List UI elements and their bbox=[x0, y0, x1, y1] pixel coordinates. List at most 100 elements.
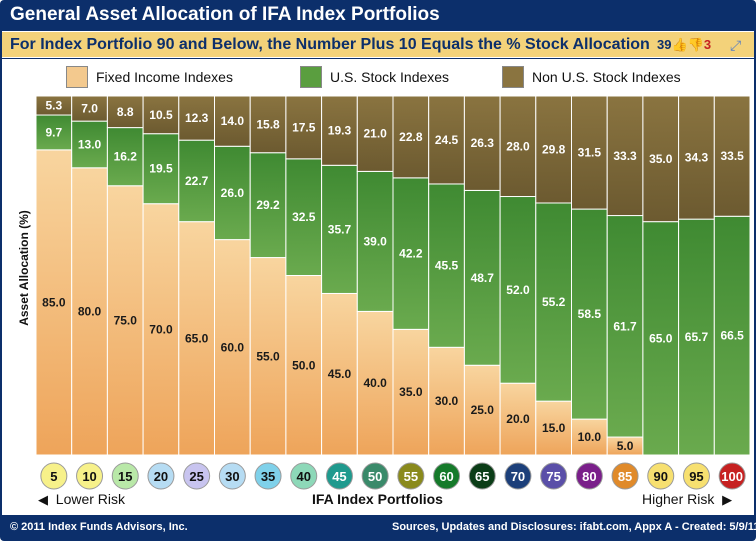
bar-non-us-stock-90 bbox=[642, 95, 680, 223]
data-label-us-stock-20: 19.5 bbox=[149, 162, 173, 176]
bar-us-stock-20 bbox=[142, 133, 180, 205]
chart-subtitle: For Index Portfolio 90 and Below, the Nu… bbox=[10, 36, 650, 53]
x-tick-label-40: 40 bbox=[297, 469, 311, 484]
bar-non-us-stock-95 bbox=[678, 95, 715, 220]
bar-us-stock-45 bbox=[321, 164, 358, 294]
portfolio-badge-55[interactable] bbox=[397, 462, 425, 490]
x-tick-label-10: 10 bbox=[82, 469, 96, 484]
portfolio-badge-65[interactable] bbox=[468, 462, 496, 490]
portfolio-badge-5[interactable] bbox=[40, 462, 68, 490]
portfolio-badge-30[interactable] bbox=[218, 462, 246, 490]
legend-swatch-non-us-stock bbox=[502, 66, 524, 88]
bar-non-us-stock-100 bbox=[713, 95, 751, 217]
portfolio-badge-50[interactable] bbox=[361, 462, 389, 490]
data-label-us-stock-30: 26.0 bbox=[221, 186, 245, 200]
data-label-fixed-income-65: 25.0 bbox=[471, 403, 495, 417]
portfolio-badge-35[interactable] bbox=[254, 462, 282, 490]
sources-footer[interactable]: Sources, Updates and Disclosures: ifabt.… bbox=[392, 521, 756, 533]
data-label-non-us-stock-30: 14.0 bbox=[221, 114, 245, 128]
copyright-footer: © 2011 Index Funds Advisors, Inc. bbox=[10, 521, 188, 533]
data-label-us-stock-5: 9.7 bbox=[46, 125, 63, 139]
portfolio-badge-40[interactable] bbox=[290, 462, 318, 490]
bar-us-stock-90 bbox=[642, 221, 680, 456]
x-axis-label: IFA Index Portfolios bbox=[312, 491, 443, 507]
data-label-us-stock-25: 22.7 bbox=[185, 174, 209, 188]
thumbs-up-icon[interactable]: 👍 bbox=[671, 37, 688, 52]
bar-fixed-income-35 bbox=[249, 257, 287, 456]
x-tick-label-55: 55 bbox=[404, 469, 418, 484]
thumbs-down-count: 3 bbox=[703, 37, 712, 52]
x-tick-label-50: 50 bbox=[368, 469, 382, 484]
bar-non-us-stock-65 bbox=[463, 95, 501, 191]
data-label-non-us-stock-35: 15.8 bbox=[256, 117, 280, 131]
portfolio-badge-85[interactable] bbox=[611, 462, 639, 490]
portfolio-badge-15[interactable] bbox=[111, 462, 139, 490]
data-label-non-us-stock-45: 19.3 bbox=[328, 124, 352, 138]
portfolio-badge-80[interactable] bbox=[575, 462, 603, 490]
data-label-non-us-stock-25: 12.3 bbox=[185, 111, 209, 125]
x-tick-label-30: 30 bbox=[225, 469, 239, 484]
data-label-fixed-income-50: 40.0 bbox=[363, 376, 387, 390]
higher-risk-label: Higher Risk ▶ bbox=[642, 491, 732, 508]
legend: Fixed Income Indexes U.S. Stock Indexes … bbox=[2, 59, 754, 95]
data-label-non-us-stock-75: 29.8 bbox=[542, 142, 566, 156]
data-label-non-us-stock-80: 31.5 bbox=[578, 146, 602, 160]
portfolio-badge-70[interactable] bbox=[504, 462, 532, 490]
data-label-us-stock-90: 65.0 bbox=[649, 331, 673, 345]
data-label-fixed-income-30: 60.0 bbox=[221, 340, 245, 354]
bar-fixed-income-70 bbox=[499, 382, 537, 456]
data-label-fixed-income-15: 75.0 bbox=[114, 313, 138, 327]
data-label-fixed-income-85: 5.0 bbox=[617, 439, 634, 453]
portfolio-badge-20[interactable] bbox=[147, 462, 175, 490]
bar-non-us-stock-55 bbox=[392, 95, 430, 179]
vote-counter: 39👍👎3 bbox=[657, 37, 711, 53]
portfolio-badge-25[interactable] bbox=[183, 462, 211, 490]
bar-non-us-stock-80 bbox=[571, 95, 608, 210]
legend-swatch-us-stock bbox=[300, 66, 322, 88]
bar-us-stock-100 bbox=[713, 215, 751, 456]
x-tick-label-90: 90 bbox=[654, 469, 668, 484]
bar-us-stock-60 bbox=[428, 183, 465, 348]
data-label-fixed-income-45: 45.0 bbox=[328, 367, 352, 381]
x-tick-label-70: 70 bbox=[511, 469, 525, 484]
data-label-fixed-income-60: 30.0 bbox=[435, 394, 459, 408]
x-tick-label-15: 15 bbox=[118, 469, 132, 484]
portfolio-badge-60[interactable] bbox=[433, 462, 461, 490]
data-label-us-stock-10: 13.0 bbox=[78, 137, 102, 151]
data-label-us-stock-55: 42.2 bbox=[399, 247, 423, 261]
portfolio-badge-75[interactable] bbox=[540, 462, 568, 490]
thumbs-down-icon[interactable]: 👎 bbox=[687, 37, 704, 52]
x-tick-label-25: 25 bbox=[189, 469, 203, 484]
data-label-non-us-stock-50: 21.0 bbox=[363, 127, 387, 141]
bar-non-us-stock-60 bbox=[428, 95, 465, 185]
portfolio-badge-45[interactable] bbox=[325, 462, 353, 490]
x-tick-label-75: 75 bbox=[546, 469, 560, 484]
x-tick-label-85: 85 bbox=[618, 469, 632, 484]
bar-us-stock-35 bbox=[249, 152, 287, 259]
x-tick-label-80: 80 bbox=[582, 469, 596, 484]
data-label-us-stock-70: 52.0 bbox=[506, 283, 530, 297]
data-label-fixed-income-55: 35.0 bbox=[399, 385, 423, 399]
subtitle-bar: For Index Portfolio 90 and Below, the Nu… bbox=[2, 31, 754, 58]
data-label-us-stock-35: 29.2 bbox=[256, 198, 280, 212]
bar-fixed-income-80 bbox=[571, 418, 608, 456]
data-label-us-stock-40: 32.5 bbox=[292, 210, 316, 224]
portfolio-badge-95[interactable] bbox=[682, 462, 710, 490]
data-label-us-stock-80: 58.5 bbox=[578, 307, 602, 321]
x-tick-label-100: 100 bbox=[721, 469, 743, 484]
data-label-us-stock-45: 35.7 bbox=[328, 222, 352, 236]
portfolio-badge-90[interactable] bbox=[647, 462, 675, 490]
data-label-fixed-income-5: 85.0 bbox=[42, 295, 66, 309]
data-label-fixed-income-25: 65.0 bbox=[185, 331, 209, 345]
portfolio-badge-10[interactable] bbox=[76, 462, 104, 490]
legend-label-us-stock: U.S. Stock Indexes bbox=[330, 69, 450, 85]
data-label-non-us-stock-65: 26.3 bbox=[471, 136, 495, 150]
data-label-us-stock-85: 61.7 bbox=[613, 319, 637, 333]
legend-label-non-us-stock: Non U.S. Stock Indexes bbox=[532, 69, 681, 85]
data-label-us-stock-50: 39.0 bbox=[363, 234, 387, 248]
expand-icon[interactable]: ⤢ bbox=[730, 37, 742, 53]
portfolio-badge-100[interactable] bbox=[718, 462, 746, 490]
bar-non-us-stock-30 bbox=[214, 95, 251, 147]
bar-fixed-income-20 bbox=[142, 203, 180, 456]
x-tick-label-20: 20 bbox=[154, 469, 168, 484]
